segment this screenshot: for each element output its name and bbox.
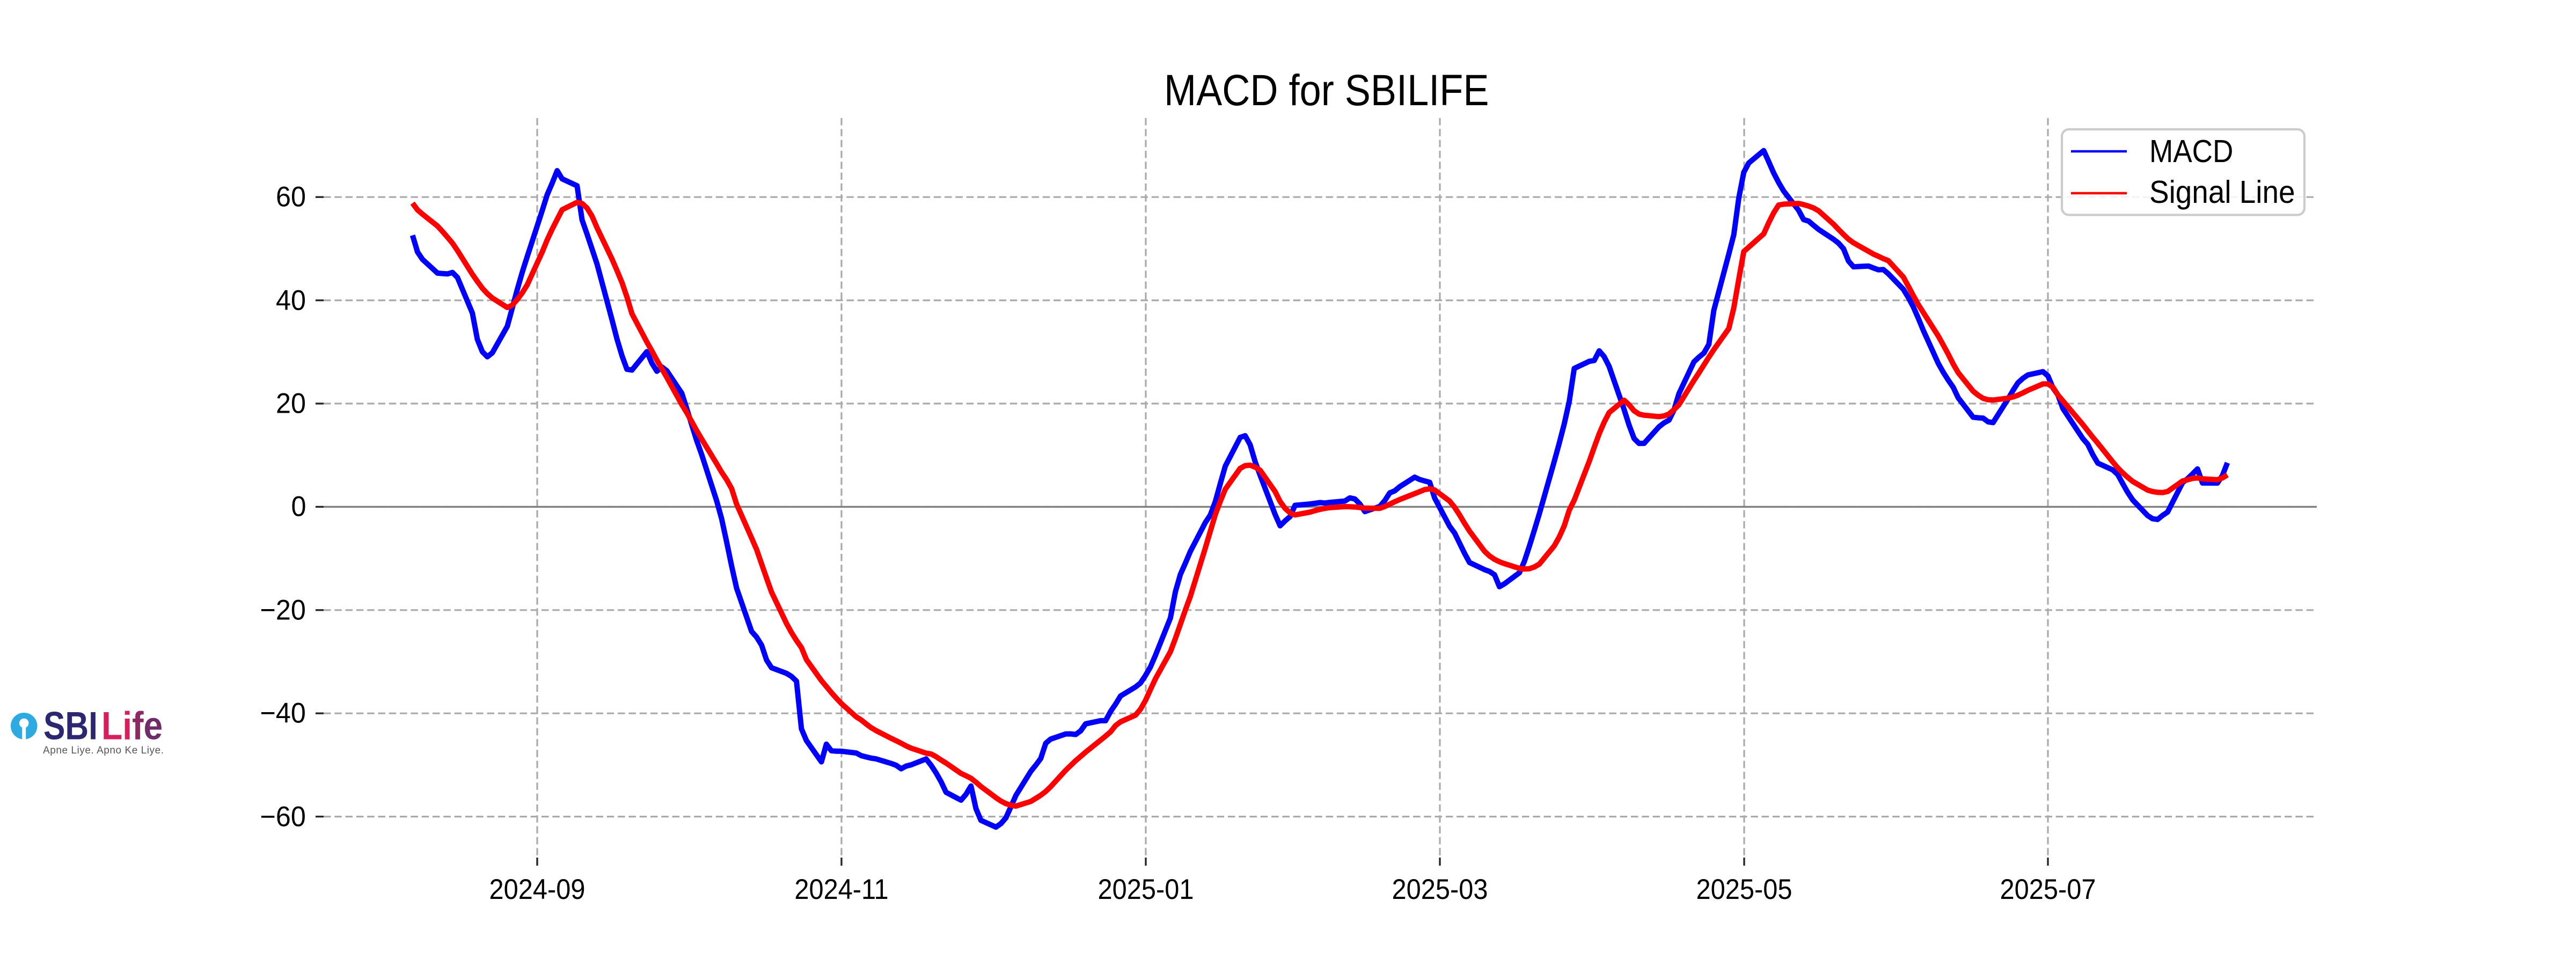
svg-text:Apne Liye. Apno Ke Liye.: Apne Liye. Apno Ke Liye. <box>43 745 164 756</box>
svg-text:Life: Life <box>101 704 163 748</box>
svg-text:SBI: SBI <box>43 704 98 748</box>
